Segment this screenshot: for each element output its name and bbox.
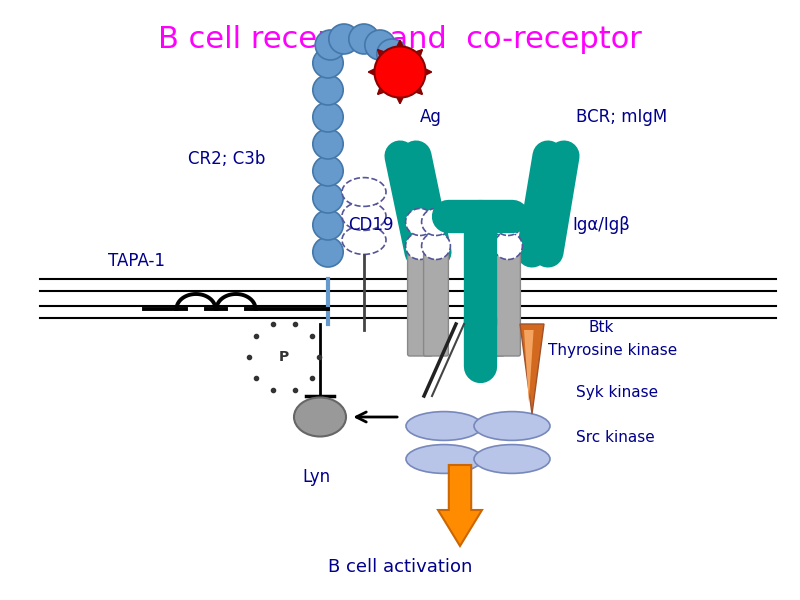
- Ellipse shape: [478, 208, 506, 235]
- FancyBboxPatch shape: [424, 253, 449, 356]
- Text: Syk kinase: Syk kinase: [576, 386, 658, 401]
- Ellipse shape: [406, 232, 434, 259]
- FancyBboxPatch shape: [408, 253, 433, 356]
- Text: Src kinase: Src kinase: [576, 431, 654, 445]
- Text: B cell receptor and  co-receptor: B cell receptor and co-receptor: [158, 25, 642, 53]
- Circle shape: [374, 46, 426, 98]
- Ellipse shape: [474, 412, 550, 440]
- FancyBboxPatch shape: [480, 253, 505, 356]
- Ellipse shape: [342, 178, 386, 206]
- Ellipse shape: [365, 30, 395, 60]
- Text: TAPA-1: TAPA-1: [108, 252, 165, 270]
- Ellipse shape: [313, 237, 343, 267]
- Ellipse shape: [478, 232, 506, 259]
- Ellipse shape: [315, 30, 346, 60]
- Ellipse shape: [494, 208, 522, 235]
- Ellipse shape: [313, 48, 343, 78]
- Text: Lyn: Lyn: [302, 468, 330, 486]
- Ellipse shape: [406, 445, 482, 473]
- Ellipse shape: [313, 102, 343, 132]
- Polygon shape: [520, 324, 544, 414]
- Ellipse shape: [329, 24, 359, 54]
- Text: BCR; mIgM: BCR; mIgM: [576, 108, 667, 126]
- Text: P: P: [279, 350, 289, 364]
- Ellipse shape: [313, 183, 343, 213]
- Ellipse shape: [342, 202, 386, 230]
- Text: CD19: CD19: [348, 216, 394, 234]
- Ellipse shape: [406, 208, 434, 235]
- Ellipse shape: [313, 210, 343, 240]
- Polygon shape: [438, 465, 482, 546]
- Ellipse shape: [377, 39, 407, 69]
- Text: Btk: Btk: [588, 319, 614, 335]
- Ellipse shape: [313, 129, 343, 159]
- Ellipse shape: [294, 397, 346, 437]
- Ellipse shape: [474, 445, 550, 473]
- Text: Thyrosine kinase: Thyrosine kinase: [548, 343, 678, 358]
- Text: CR2; C3b: CR2; C3b: [188, 150, 266, 168]
- Ellipse shape: [342, 226, 386, 254]
- Ellipse shape: [422, 208, 450, 235]
- Text: B cell activation: B cell activation: [328, 558, 472, 576]
- Ellipse shape: [494, 232, 522, 259]
- Ellipse shape: [406, 412, 482, 440]
- FancyBboxPatch shape: [496, 253, 520, 356]
- Ellipse shape: [313, 156, 343, 186]
- Polygon shape: [524, 330, 534, 402]
- Ellipse shape: [313, 75, 343, 105]
- Text: Igα/Igβ: Igα/Igβ: [572, 216, 630, 234]
- Ellipse shape: [422, 232, 450, 259]
- Ellipse shape: [349, 24, 379, 54]
- Text: Ag: Ag: [420, 108, 442, 126]
